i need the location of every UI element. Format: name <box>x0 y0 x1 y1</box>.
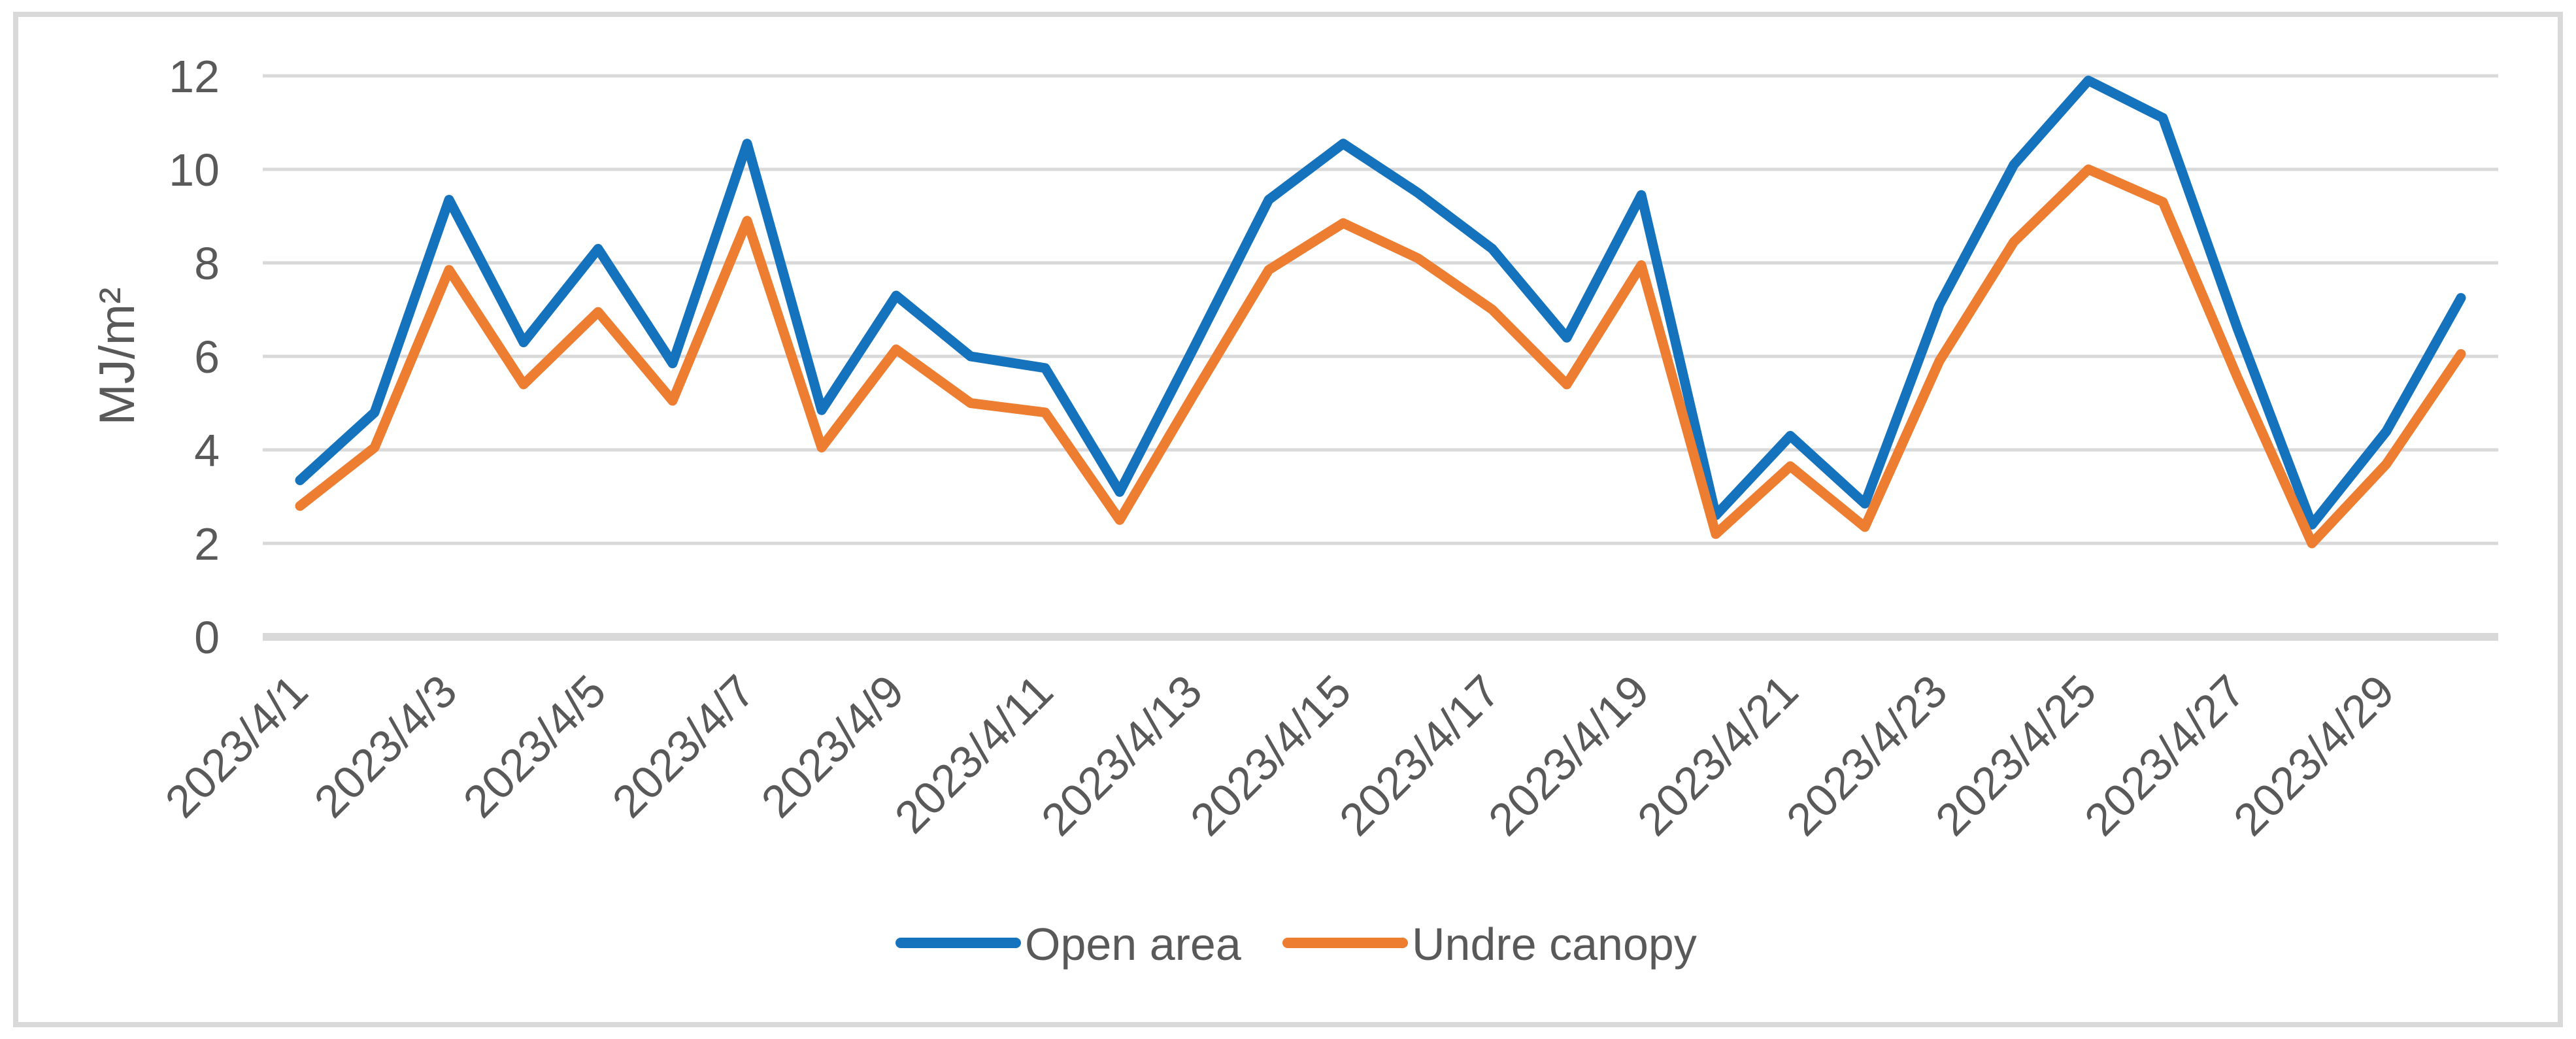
series-line-under-canopy <box>295 164 2466 549</box>
x-tick-label: 2023/4/11 <box>885 665 1063 843</box>
x-axis-tick-labels: 2023/4/12023/4/32023/4/52023/4/72023/4/9… <box>156 665 2404 845</box>
legend-label: Undre canopy <box>1412 919 1697 970</box>
gridlines <box>263 74 2498 641</box>
x-tick-label: 2023/4/17 <box>1330 665 1509 845</box>
x-tick-label: 2023/4/27 <box>2075 665 2254 845</box>
y-axis-tick-labels: 0 2 4 6 8 10 12 <box>169 51 220 663</box>
x-tick-label: 2023/4/7 <box>603 665 765 827</box>
x-tick-label: 2023/4/3 <box>305 665 467 827</box>
x-tick-label: 2023/4/25 <box>1926 665 2105 845</box>
x-tick-label: 2023/4/21 <box>1628 665 1807 845</box>
y-axis-title: MJ/m² <box>90 287 145 425</box>
y-tick-label: 12 <box>169 51 220 102</box>
y-tick-label: 8 <box>194 238 220 289</box>
x-tick-label: 2023/4/13 <box>1031 665 1211 845</box>
frame-border <box>13 12 2563 1027</box>
y-tick-label: 6 <box>194 332 220 383</box>
x-tick-label: 2023/4/19 <box>1479 665 1658 845</box>
y-tick-label: 10 <box>169 145 220 196</box>
x-tick-label: 2023/4/5 <box>454 665 616 827</box>
x-tick-label: 2023/4/29 <box>2224 665 2403 845</box>
legend: Open area Undre canopy <box>895 919 1697 970</box>
y-tick-label: 0 <box>194 612 220 663</box>
legend-item: Undre canopy <box>1282 919 1697 970</box>
x-tick-label: 2023/4/23 <box>1777 665 1956 845</box>
x-tick-label: 2023/4/15 <box>1180 665 1360 845</box>
y-tick-label: 2 <box>194 519 220 570</box>
series-lines <box>295 75 2466 549</box>
y-tick-label: 4 <box>194 425 220 476</box>
legend-label: Open area <box>1025 919 1241 970</box>
legend-item: Open area <box>895 919 1241 970</box>
x-tick-label: 2023/4/1 <box>156 665 318 827</box>
series-line-open-area <box>295 75 2466 530</box>
